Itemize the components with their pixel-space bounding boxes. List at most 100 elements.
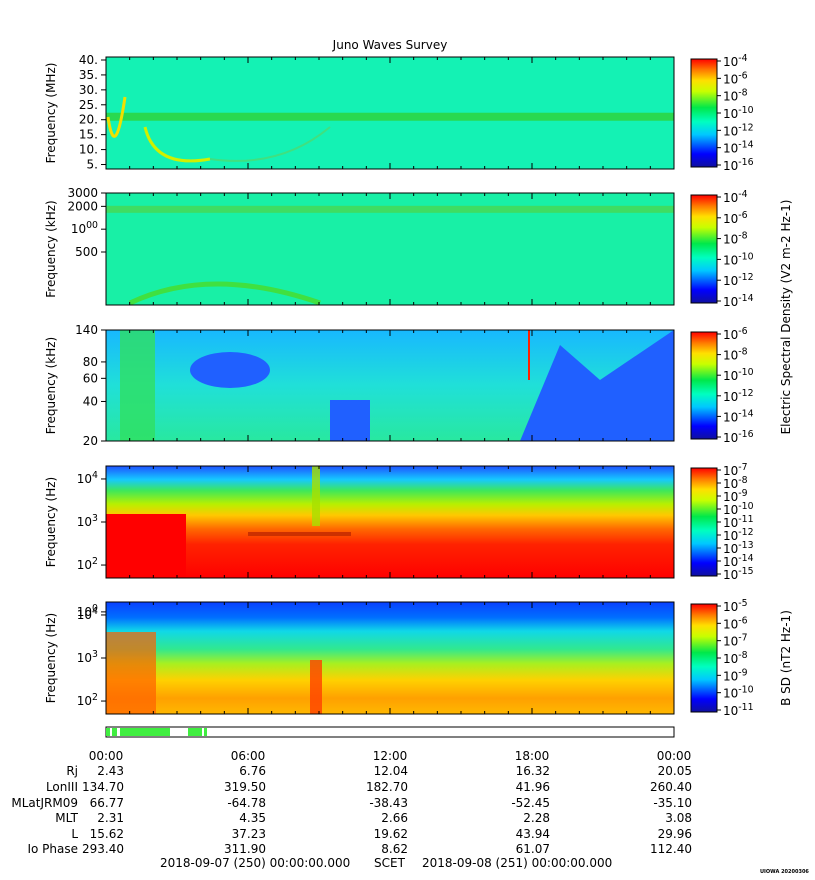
panel-4: 104 103 102 Frequency (Hz) 10-710-810-910-10… (44, 462, 754, 582)
tick-label: 10-8 (723, 347, 748, 363)
spectrogram-background (106, 602, 674, 714)
y-axis-label: Frequency (kHz) (44, 337, 58, 434)
tick-label: 103 (77, 649, 98, 665)
ephemeris-value: 3.08 (665, 811, 692, 825)
tick-label: 10-4 (723, 189, 748, 205)
tick-label: 10-8 (723, 475, 748, 491)
ephemeris-value: 260.40 (650, 780, 692, 794)
tick-label: 102 (77, 556, 98, 572)
tick-label: 10-12 (723, 527, 754, 543)
tick-label: 10-6 (723, 326, 748, 342)
spike (528, 330, 530, 380)
ephemeris-label: Io Phase (27, 842, 78, 856)
ephemeris-value: 2.43 (97, 764, 124, 778)
low-intensity-region (520, 330, 674, 441)
colorbar (690, 603, 718, 713)
tick-label: 104 (77, 470, 98, 486)
timeline-segment (106, 728, 110, 736)
timeline-segment (204, 728, 207, 736)
y-axis-label: Frequency (kHz) (44, 200, 58, 297)
tick-label: 1000 (71, 220, 98, 236)
tick-label: 10-10 (723, 501, 754, 517)
ephemeris-value: 2.31 (97, 811, 124, 825)
tick-label: 25. (79, 98, 98, 112)
x-tick-label: 00:00 (657, 749, 692, 763)
tick-label: 20. (79, 113, 98, 127)
vertical-burst (312, 466, 320, 526)
ephemeris-value: 2.66 (381, 811, 408, 825)
tick-label: 30. (79, 83, 98, 97)
ephemeris-value: 12.04 (374, 764, 408, 778)
footer-start-time: 2018-09-07 (250) 00:00:00.000 (160, 856, 350, 870)
panels-layer: 40.35.30.25.20.15.10.5. Frequency (MHz) 10… (44, 53, 793, 718)
emission-arc (128, 281, 321, 306)
tick-label: 10-12 (723, 272, 754, 288)
tick-label: 10-8 (723, 650, 748, 666)
tick-label: 40. (79, 53, 98, 67)
timeline-layer (105, 726, 675, 738)
tick-label: 10-5 (723, 598, 748, 614)
tick-label: 10-6 (723, 210, 748, 226)
tick-label: 10-4 (723, 53, 748, 69)
tick-label: 10-10 (723, 367, 754, 383)
ephemeris-value: -64.78 (227, 796, 266, 810)
tick-label: 80 (83, 355, 98, 369)
tick-label: 10-13 (723, 540, 754, 556)
tick-label: 10-14 (723, 140, 754, 156)
ephemeris-value: -38.43 (369, 796, 408, 810)
low-intensity-region (330, 400, 370, 441)
ephemeris-value: 6.76 (239, 764, 266, 778)
tick-label: 10-14 (723, 408, 754, 424)
x-tick-label: 00:00 (89, 749, 124, 763)
y-axis-label: Frequency (Hz) (44, 613, 58, 704)
emission-band (106, 205, 674, 213)
tick-label: 104 (77, 606, 98, 622)
colorbar (690, 58, 718, 168)
vertical-burst (310, 660, 322, 714)
ephemeris-value: 4.35 (239, 811, 266, 825)
colorbar (690, 467, 718, 577)
tick-label: 10-7 (723, 462, 748, 478)
spectrogram-background (106, 466, 674, 578)
tick-label: 10-16 (723, 429, 754, 445)
ephemeris-value: 182.70 (366, 780, 408, 794)
tick-label: 20 (83, 434, 98, 448)
ephemeris-value: 19.62 (374, 827, 408, 841)
y-axis-label: Frequency (Hz) (44, 477, 58, 568)
ephemeris-value: 134.70 (82, 780, 124, 794)
ephemeris-value: 319.50 (224, 780, 266, 794)
horizontal-streak (248, 532, 351, 536)
burst-arc (143, 126, 211, 163)
colorbar-label: Electric Spectral Density (V2 m-2 Hz-1) (779, 200, 793, 435)
ephemeris-label: LonIII (46, 780, 78, 794)
tick-label: 5. (87, 158, 98, 172)
ephemeris-value: 29.96 (658, 827, 692, 841)
timeline-segment (112, 728, 117, 736)
broadband-burst (120, 330, 155, 441)
colorbar-label: B SD (nT2 Hz-1) (779, 610, 793, 706)
tick-label: 10-14 (723, 553, 754, 569)
burst-arc (209, 126, 331, 162)
intense-region (106, 632, 156, 714)
x-tick-label: 06:00 (231, 749, 266, 763)
tick-label: 40 (83, 394, 98, 408)
tick-label: 10-10 (723, 105, 754, 121)
footer-end-time: 2018-09-08 (251) 00:00:00.000 (422, 856, 612, 870)
ephemeris-value: 43.94 (516, 827, 550, 841)
tick-label: 10-6 (723, 615, 748, 631)
ephemeris-value: 16.32 (516, 764, 550, 778)
tick-label: 15. (79, 128, 98, 142)
tick-label: 3000 (67, 186, 98, 200)
footer-scet-label: SCET (374, 856, 406, 870)
tick-label: 10-11 (723, 702, 754, 718)
tick-label: 10-10 (723, 685, 754, 701)
x-tick-label: 18:00 (515, 749, 550, 763)
ephemeris-value: 311.90 (224, 842, 266, 856)
tick-label: 103 (77, 513, 98, 529)
ephemeris-value: 20.05 (658, 764, 692, 778)
ephemeris-value: 293.40 (82, 842, 124, 856)
